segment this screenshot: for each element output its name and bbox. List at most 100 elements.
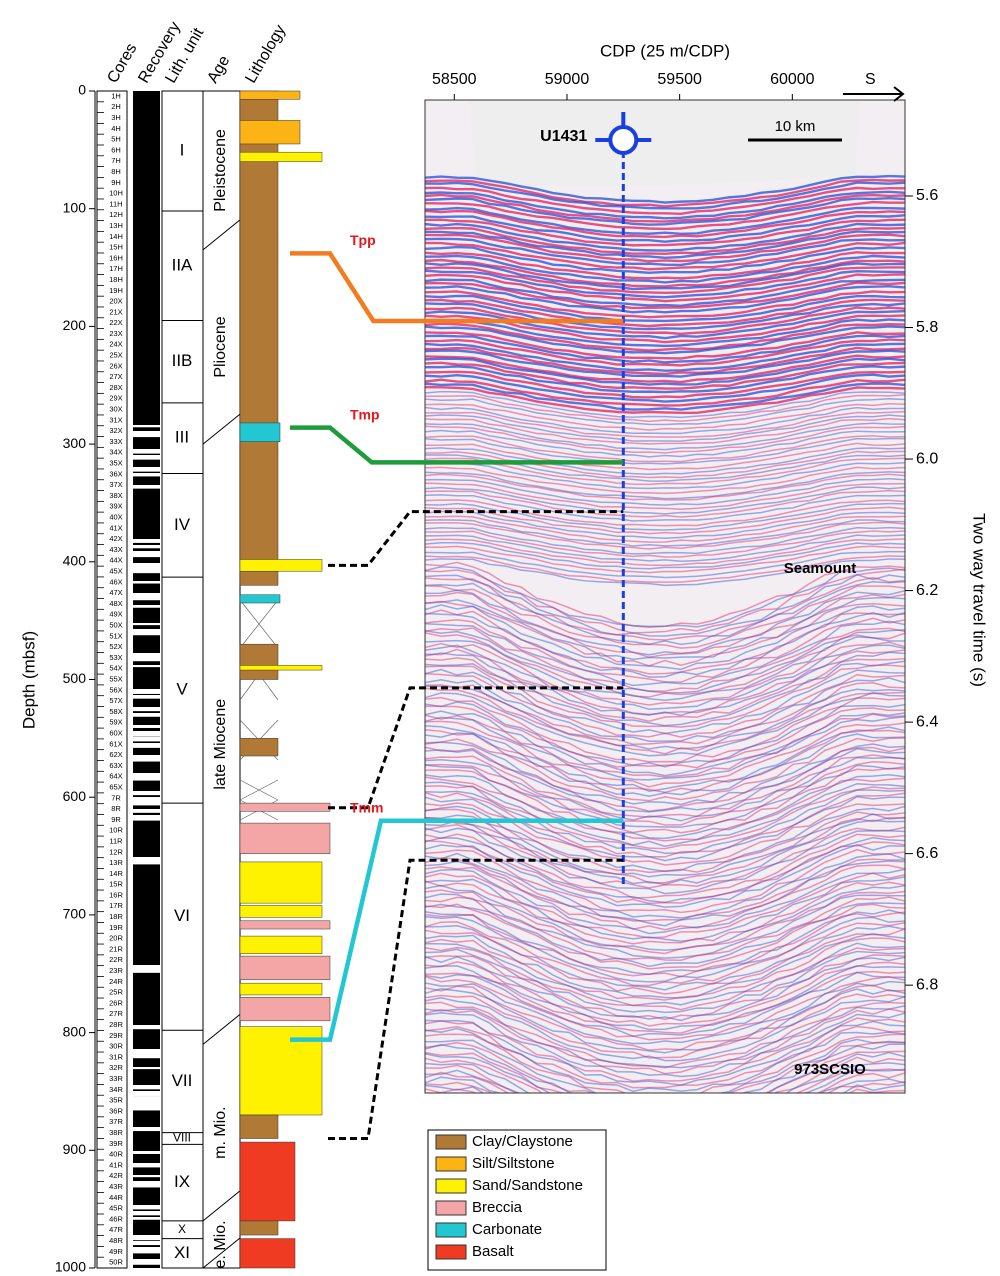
core-label: 34X <box>109 448 122 457</box>
seismic-trace <box>425 331 905 360</box>
seismic-trace <box>425 214 905 243</box>
direction-arrow <box>843 86 905 102</box>
twt-tick-label: 6.4 <box>916 713 938 730</box>
seismic-trace <box>425 534 905 562</box>
seismic-trace <box>425 600 905 667</box>
seismic-trace <box>425 310 905 340</box>
recovery-gap <box>133 563 160 571</box>
seismic-trace <box>425 685 905 750</box>
core-label: 8R <box>111 804 121 813</box>
cdp-axis-title: CDP (25 m/CDP) <box>600 41 730 60</box>
core-label: 49X <box>109 610 122 619</box>
seismic-frame <box>424 99 906 1094</box>
core-label: 29R <box>109 1031 123 1040</box>
seismic-trace <box>425 385 905 415</box>
core-label: 37X <box>109 480 122 489</box>
seismic-trace <box>425 294 905 323</box>
depth-tick-label: 0 <box>78 82 86 98</box>
seismic-trace <box>425 334 905 364</box>
site-label: U1431 <box>540 128 587 145</box>
core-label: 19H <box>109 286 123 295</box>
seismic-trace <box>425 681 905 746</box>
recovery-gap <box>133 485 160 489</box>
seismic-trace <box>425 568 905 634</box>
core-label: 61X <box>109 739 122 748</box>
core-label: 54X <box>109 664 122 673</box>
core-label: 24X <box>109 340 122 349</box>
seismic-trace <box>425 857 905 922</box>
lithology-interval <box>239 997 331 1022</box>
seismic-trace <box>425 181 905 210</box>
seismic-trace <box>425 370 905 399</box>
depth-axis-title: Depth (mbsf) <box>19 631 38 729</box>
recovery-gap <box>133 569 160 574</box>
seismic-trace <box>425 872 905 939</box>
horizon <box>290 818 624 1042</box>
seismic-trace <box>425 574 905 637</box>
depth-tick-label: 200 <box>63 317 87 333</box>
core-label: 7H <box>111 156 121 165</box>
seismic-trace <box>425 802 905 866</box>
seismic-trace <box>425 1033 905 1093</box>
seismic-trace <box>425 489 905 518</box>
seismic-trace <box>425 226 905 256</box>
recovery-gap <box>133 1175 160 1178</box>
seismic-trace <box>425 506 905 535</box>
core-label: 22X <box>109 318 122 327</box>
seismic-trace <box>425 928 905 995</box>
core-label: 10H <box>109 189 123 198</box>
seismic-trace <box>425 1017 905 1082</box>
horizon-label: Tmp <box>350 406 380 422</box>
core-label: 12H <box>109 210 123 219</box>
seismic-trace <box>425 550 905 579</box>
core-label: 11H <box>109 199 122 208</box>
seismic-trace <box>425 937 905 1001</box>
seismic-trace <box>425 422 905 451</box>
seismic-trace <box>425 687 905 755</box>
seismic-trace <box>425 290 905 319</box>
seismic-trace <box>425 561 905 629</box>
core-label: 7R <box>111 793 121 802</box>
seismic-trace <box>425 526 905 555</box>
core-label: 49R <box>109 1247 123 1256</box>
seismic-image <box>425 100 905 1093</box>
seismic-trace <box>425 827 905 895</box>
legend-label: Clay/Claystone <box>472 1133 573 1150</box>
seismic-trace <box>425 555 905 583</box>
seismic-trace <box>425 819 905 886</box>
core-label: 41R <box>109 1160 123 1169</box>
seismic-trace <box>425 382 905 411</box>
seismic-trace <box>425 651 905 717</box>
seismic-trace <box>425 580 905 646</box>
seismic-trace <box>425 764 905 828</box>
seismic-trace <box>425 664 905 728</box>
seismic-trace <box>425 1008 905 1075</box>
column-header: Age <box>204 53 233 86</box>
horizon-label: Tmm <box>350 799 383 815</box>
seismic-trace <box>425 636 905 702</box>
core-label: 40X <box>109 513 122 522</box>
recovery-gap <box>133 659 160 662</box>
seismic-trace <box>425 795 905 862</box>
core-label: 43X <box>109 545 122 554</box>
legend-swatch <box>435 1134 467 1150</box>
recovery-gap <box>133 449 160 454</box>
recovery-gap <box>133 815 160 821</box>
unit-column <box>161 90 204 1269</box>
seismic-trace <box>425 1056 905 1093</box>
core-label: 43R <box>109 1182 123 1191</box>
age-boundary <box>202 1190 241 1222</box>
core-label: 30R <box>109 1042 123 1051</box>
seismic-trace <box>425 174 905 204</box>
recovery-gap <box>133 1151 160 1154</box>
lithology-interval <box>239 151 323 162</box>
seismic-trace <box>425 808 905 874</box>
cdp-tick-label: 58500 <box>432 71 477 88</box>
seismic-trace <box>425 672 905 738</box>
seismic-trace <box>425 710 905 777</box>
core-label: 38R <box>109 1128 123 1137</box>
seismic-trace <box>425 1027 905 1093</box>
lithology-interval <box>239 861 323 904</box>
core-label: 13R <box>109 858 123 867</box>
